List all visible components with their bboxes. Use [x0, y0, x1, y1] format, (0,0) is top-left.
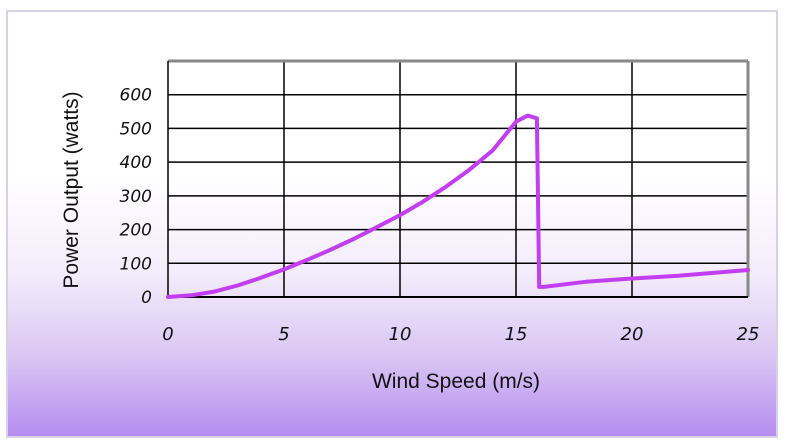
power-series-line: [166, 113, 750, 299]
y-tick-label-300: 300: [120, 187, 152, 207]
x-tick-label-10: 10: [389, 324, 412, 345]
x-tick-label-25: 25: [737, 324, 760, 345]
y-tick-label-400: 400: [120, 153, 152, 173]
x-tick-label-0: 0: [162, 324, 173, 345]
x-axis-label: Wind Speed (m/s): [372, 370, 540, 393]
x-tick-label-5: 5: [278, 324, 289, 345]
x-tick-label-15: 15: [505, 324, 528, 345]
y-tick-label-200: 200: [120, 221, 152, 241]
x-tick-label-20: 20: [621, 324, 644, 345]
y-tick-label-600: 600: [120, 86, 152, 106]
series-group: [166, 113, 750, 299]
x-tick-labels: 0 5 10 15 20 25: [162, 324, 759, 345]
y-tick-label-0: 0: [141, 288, 152, 308]
plot-frame: [167, 59, 750, 298]
y-tick-labels: 0 100 200 300 400 500 600: [120, 86, 152, 308]
y-tick-label-500: 500: [120, 119, 152, 139]
y-axis-label: Power Output (watts): [60, 91, 83, 288]
chart-background: [6, 10, 778, 438]
chart-grid: [168, 61, 748, 297]
y-tick-label-100: 100: [120, 254, 152, 274]
